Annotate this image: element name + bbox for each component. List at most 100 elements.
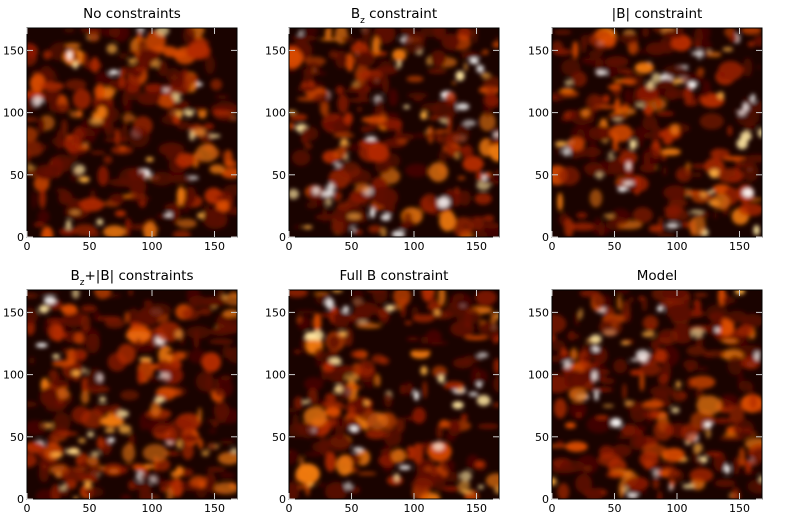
heatmap-patch	[362, 202, 368, 209]
heatmap-patch	[32, 95, 43, 107]
heatmap-patch	[682, 483, 695, 489]
heatmap-patch	[361, 116, 386, 123]
heatmap-patch	[455, 307, 482, 325]
heatmap-patch	[114, 210, 127, 217]
heatmap-patch	[87, 29, 101, 43]
heatmap-patch	[148, 303, 172, 317]
heatmap-patch	[347, 213, 361, 220]
heatmap-patch	[190, 475, 207, 487]
heatmap-patch	[434, 309, 441, 316]
heatmap-patch	[332, 310, 350, 329]
y-tick-label: 150	[3, 306, 24, 319]
x-tick-label: 50	[83, 240, 97, 253]
heatmap-patch	[717, 168, 744, 183]
heatmap-patch	[707, 51, 722, 58]
heatmap-patch	[642, 28, 650, 38]
heatmap-patch	[653, 419, 673, 441]
heatmap-patch	[70, 204, 82, 210]
heatmap-patch	[589, 189, 603, 208]
heatmap-patch	[352, 447, 364, 453]
heatmap-patch	[564, 218, 574, 237]
heatmap-patch	[427, 68, 447, 74]
heatmap-patch	[421, 290, 433, 302]
heatmap-patch	[354, 183, 371, 192]
heatmap-patch	[593, 217, 602, 231]
heatmap-patch	[705, 304, 729, 322]
heatmap-patch	[459, 490, 474, 494]
heatmap-patch	[305, 61, 321, 75]
heatmap-patch	[353, 229, 363, 235]
heatmap-patch	[425, 329, 442, 345]
heatmap-patch	[350, 350, 364, 359]
heatmap-patch	[565, 441, 588, 452]
heatmap-patch	[297, 86, 318, 92]
heatmap-patch	[60, 119, 68, 137]
heatmap-patch	[557, 192, 563, 212]
heatmap-patch	[118, 52, 129, 59]
heatmap-patch	[458, 190, 472, 206]
heatmap-patch	[742, 103, 749, 112]
heatmap-patch	[195, 371, 215, 392]
heatmap-patch	[81, 376, 88, 395]
heatmap-patch	[201, 352, 222, 373]
heatmap-patch	[749, 393, 758, 410]
heatmap-patch	[72, 88, 92, 110]
heatmap-patch	[666, 303, 692, 321]
heatmap-patch	[667, 468, 685, 483]
heatmap-patch	[345, 413, 360, 419]
heatmap-patch	[742, 188, 754, 198]
heatmap-patch	[87, 455, 99, 466]
heatmap-patch	[293, 349, 301, 354]
heatmap-patch	[639, 362, 662, 376]
heatmap-patch	[164, 203, 180, 213]
heatmap-patch	[412, 443, 424, 464]
x-tick-label: 150	[729, 502, 750, 515]
heatmap-patch	[447, 419, 462, 437]
heatmap-patch	[482, 75, 499, 92]
y-tick-label: 0	[279, 231, 286, 244]
x-tick-label: 100	[404, 240, 425, 253]
heatmap-patch	[64, 79, 87, 91]
heatmap-patch	[176, 121, 191, 130]
heatmap-patch	[137, 91, 161, 106]
heatmap-patch	[221, 167, 237, 179]
heatmap-patch	[27, 441, 45, 454]
heatmap-patch	[117, 343, 136, 365]
heatmap-patch	[87, 431, 95, 438]
heatmap-patch	[628, 489, 647, 495]
heatmap-patch	[96, 106, 107, 119]
heatmap-patch	[220, 440, 235, 445]
heatmap-patch	[737, 109, 746, 116]
heatmap-patch	[641, 331, 656, 338]
heatmap-patch	[215, 377, 220, 397]
heatmap-patch	[697, 28, 711, 41]
heatmap-patch	[325, 406, 341, 417]
heatmap-patch	[421, 193, 439, 214]
heatmap-patch	[452, 401, 464, 410]
heatmap-patch	[225, 316, 237, 333]
heatmap-patch	[69, 210, 81, 215]
heatmap-patch	[585, 114, 592, 124]
heatmap-patch	[689, 215, 706, 237]
heatmap-patch	[567, 137, 585, 151]
axes-frame	[288, 27, 500, 238]
heatmap-patch	[198, 438, 203, 450]
heatmap-patch	[406, 75, 424, 83]
heatmap-patch	[634, 62, 654, 74]
heatmap-patch	[337, 94, 349, 114]
heatmap-patch	[100, 415, 125, 427]
heatmap-patch	[477, 423, 499, 429]
heatmap-patch	[420, 366, 428, 376]
heatmap-patch	[184, 186, 197, 205]
heatmap-patch	[96, 373, 104, 382]
heatmap-patch	[103, 155, 113, 164]
x-tick-label: 100	[667, 240, 688, 253]
heatmap-patch	[331, 208, 348, 222]
heatmap-patch	[56, 431, 79, 436]
heatmap-patch	[595, 415, 609, 420]
heatmap-patch	[406, 336, 420, 341]
heatmap-patch	[40, 81, 65, 92]
heatmap-patch	[326, 182, 335, 194]
heatmap-patch	[356, 323, 382, 329]
heatmap-patch	[580, 57, 599, 62]
